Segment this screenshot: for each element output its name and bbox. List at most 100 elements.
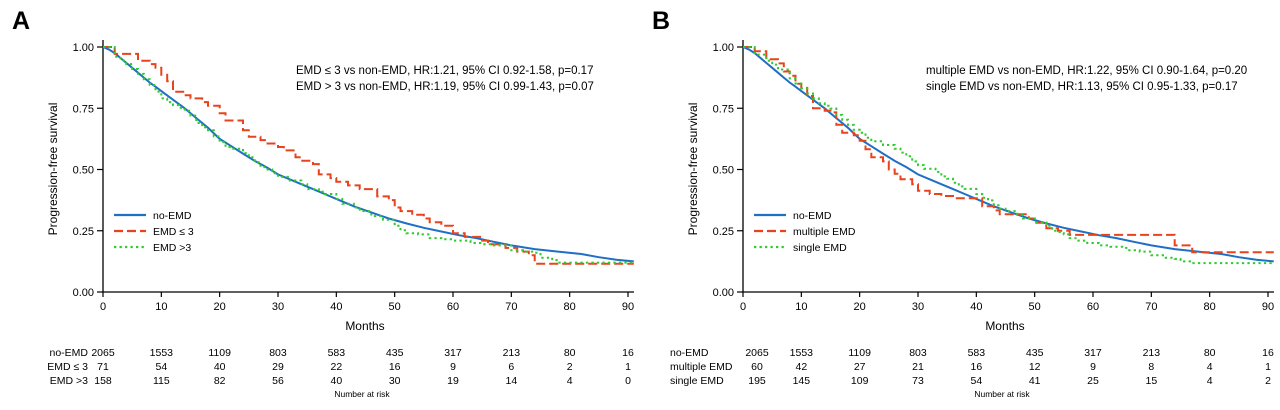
risk-count: 1109 <box>208 347 231 359</box>
risk-count: 42 <box>795 361 807 373</box>
x-tick-label: 30 <box>912 301 924 313</box>
legend: no-EMD multiple EMD single EMD <box>754 210 856 254</box>
risk-count: 41 <box>1029 375 1041 387</box>
x-tick-label: 20 <box>214 301 226 313</box>
y-tick-label: 0.25 <box>713 226 734 238</box>
risk-count: 317 <box>1084 347 1102 359</box>
risk-count: 145 <box>793 375 811 387</box>
risk-row-label: EMD ≤ 3 <box>47 361 88 373</box>
risk-count: 435 <box>386 347 404 359</box>
risk-count: 16 <box>1262 347 1274 359</box>
y-ticks: 1.00 0.75 0.50 0.25 0.00 <box>713 42 743 299</box>
risk-table-caption: Number at risk <box>974 389 1030 399</box>
y-axis-title: Progression-free survival <box>686 103 700 236</box>
legend-label: EMD ≤ 3 <box>153 226 194 238</box>
curves <box>742 46 1275 265</box>
risk-count: 40 <box>330 375 342 387</box>
risk-count: 4 <box>567 375 573 387</box>
km-curve-emd-3 <box>103 46 634 265</box>
risk-row-label: EMD >3 <box>50 375 88 387</box>
x-tick-label: 80 <box>564 301 576 313</box>
risk-count: 22 <box>330 361 342 373</box>
risk-count: 9 <box>1090 361 1096 373</box>
risk-count: 1109 <box>848 347 871 359</box>
risk-count: 8 <box>1148 361 1154 373</box>
risk-count: 16 <box>389 361 401 373</box>
risk-count: 583 <box>328 347 346 359</box>
y-tick-label: 0.25 <box>73 226 94 238</box>
legend-label: multiple EMD <box>793 226 856 238</box>
x-tick-label: 30 <box>272 301 284 313</box>
x-tick-label: 0 <box>740 301 746 313</box>
x-tick-label: 60 <box>1087 301 1099 313</box>
risk-count: 213 <box>503 347 521 359</box>
risk-count: 73 <box>912 375 924 387</box>
risk-count: 71 <box>97 361 109 373</box>
risk-count: 158 <box>94 375 112 387</box>
risk-count: 1 <box>1265 361 1271 373</box>
risk-count: 30 <box>389 375 401 387</box>
risk-count: 4 <box>1207 361 1213 373</box>
x-tick-label: 10 <box>795 301 807 313</box>
risk-count: 80 <box>564 347 576 359</box>
risk-count: 80 <box>1204 347 1216 359</box>
risk-count: 1 <box>625 361 631 373</box>
y-tick-label: 0.00 <box>73 287 94 299</box>
km-curve-emd-3 <box>103 46 634 264</box>
x-axis-title: Months <box>345 319 384 333</box>
risk-count: 9 <box>450 361 456 373</box>
risk-count: 2065 <box>745 347 769 359</box>
y-ticks: 1.00 0.75 0.50 0.25 0.00 <box>73 42 103 299</box>
risk-count: 14 <box>505 375 517 387</box>
legend-label: no-EMD <box>793 210 832 222</box>
risk-count: 1553 <box>150 347 174 359</box>
x-tick-label: 40 <box>970 301 982 313</box>
risk-count: 29 <box>272 361 284 373</box>
x-tick-label: 70 <box>1145 301 1157 313</box>
risk-count: 583 <box>968 347 986 359</box>
x-ticks: 0 10 20 30 40 50 60 70 80 90 <box>100 292 634 313</box>
risk-count: 15 <box>1145 375 1157 387</box>
y-tick-label: 0.50 <box>713 165 734 177</box>
x-tick-label: 80 <box>1204 301 1216 313</box>
legend-label: EMD >3 <box>153 242 191 254</box>
risk-count: 82 <box>214 375 226 387</box>
x-axis-title: Months <box>985 319 1024 333</box>
risk-count: 317 <box>444 347 462 359</box>
risk-count: 25 <box>1087 375 1099 387</box>
risk-count: 56 <box>272 375 284 387</box>
x-tick-label: 70 <box>505 301 517 313</box>
x-tick-label: 10 <box>155 301 167 313</box>
km-curve-no-emd <box>742 46 1274 263</box>
x-tick-label: 90 <box>622 301 634 313</box>
risk-table: no-EMD multiple EMD single EMD 2065 1553 1… <box>670 347 1274 399</box>
y-tick-label: 1.00 <box>73 42 94 54</box>
annotation-line: single EMD vs non-EMD, HR:1.13, 95% CI 0… <box>926 81 1238 93</box>
annotation-line: EMD > 3 vs non-EMD, HR:1.19, 95% CI 0.99… <box>296 81 594 93</box>
legend-label: no-EMD <box>153 210 192 222</box>
y-tick-label: 0.00 <box>713 287 734 299</box>
y-tick-label: 0.50 <box>73 165 94 177</box>
risk-count: 16 <box>622 347 634 359</box>
y-tick-label: 0.75 <box>73 103 94 115</box>
risk-row-label: no-EMD <box>49 347 88 359</box>
panel-a: A Progression-free survival 1.00 0.75 0.50… <box>12 7 634 399</box>
risk-count: 115 <box>153 375 170 387</box>
legend: no-EMD EMD ≤ 3 EMD >3 <box>114 210 194 254</box>
x-tick-label: 90 <box>1262 301 1274 313</box>
risk-count: 19 <box>447 375 459 387</box>
risk-count: 803 <box>909 347 927 359</box>
risk-count: 109 <box>851 375 869 387</box>
x-tick-label: 20 <box>854 301 866 313</box>
x-tick-label: 60 <box>447 301 459 313</box>
curves <box>102 46 634 265</box>
y-tick-label: 0.75 <box>713 103 734 115</box>
risk-count: 2 <box>1265 375 1271 387</box>
risk-row-label: no-EMD <box>670 347 709 359</box>
x-tick-label: 50 <box>1029 301 1041 313</box>
risk-count: 27 <box>854 361 866 373</box>
risk-count: 195 <box>748 375 766 387</box>
risk-count: 40 <box>214 361 226 373</box>
